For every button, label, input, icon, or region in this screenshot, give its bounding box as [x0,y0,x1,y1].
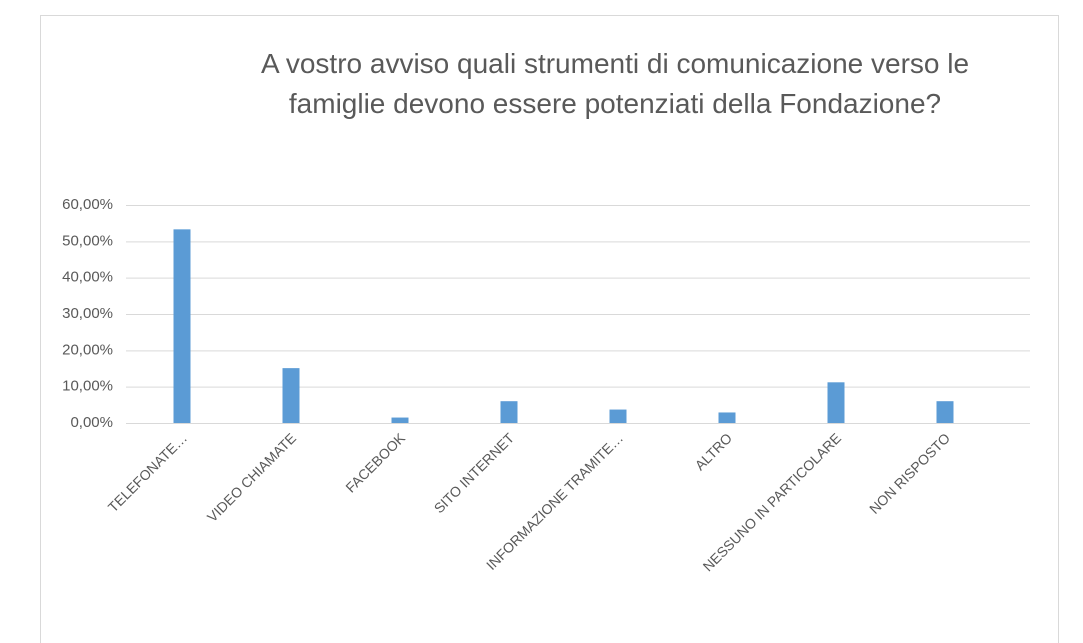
bar [609,409,627,423]
chart-title: A vostro avviso quali strumenti di comun… [260,48,970,119]
bar [718,412,736,423]
chart-frame [40,15,1059,643]
y-tick-label: 40,00% [62,269,113,286]
bar [173,229,191,423]
x-tick-label: FACEBOOK [342,429,408,495]
y-tick-label: 50,00% [62,232,113,249]
x-tick-label: ALTRO [692,430,736,474]
x-tick-label: VIDEO CHIAMATE [204,430,299,525]
y-tick-label: 20,00% [62,341,113,358]
bar [391,417,409,423]
bar [827,382,845,423]
y-tick-label: 30,00% [62,305,113,322]
bar [936,401,954,423]
bar [500,401,518,423]
y-tick-label: 60,00% [62,196,113,213]
x-tick-label: SITO INTERNET [431,429,518,516]
y-tick-label: 10,00% [62,378,113,395]
x-tick-label: TELEFONATE… [105,430,190,515]
y-tick-label: 0,00% [70,414,113,431]
bar [282,368,300,423]
x-tick-label: NON RISPOSTO [866,430,953,517]
